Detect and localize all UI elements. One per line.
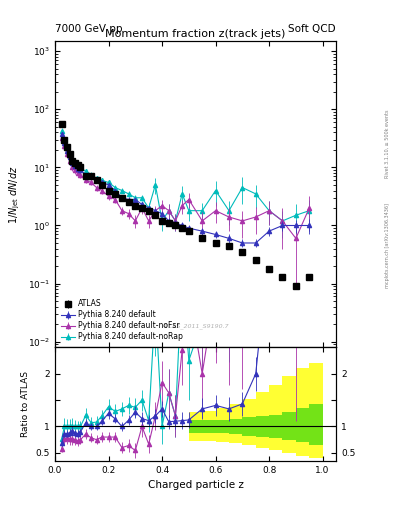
Y-axis label: Ratio to ATLAS: Ratio to ATLAS — [21, 371, 30, 437]
Text: Soft QCD: Soft QCD — [288, 24, 336, 34]
Legend: ATLAS, Pythia 8.240 default, Pythia 8.240 default-noFsr, Pythia 8.240 default-no: ATLAS, Pythia 8.240 default, Pythia 8.24… — [59, 297, 185, 344]
Text: Rivet 3.1.10, ≥ 500k events: Rivet 3.1.10, ≥ 500k events — [385, 109, 390, 178]
X-axis label: Charged particle z: Charged particle z — [148, 480, 243, 490]
Text: ATLAS_2011_S9190.7: ATLAS_2011_S9190.7 — [162, 323, 230, 329]
Text: 7000 GeV pp: 7000 GeV pp — [55, 24, 123, 34]
Text: mcplots.cern.ch [arXiv:1306.3436]: mcplots.cern.ch [arXiv:1306.3436] — [385, 203, 390, 288]
Title: Momentum fraction z(track jets): Momentum fraction z(track jets) — [105, 29, 286, 39]
Y-axis label: $1/N_\mathrm{jet}\;dN/dz$: $1/N_\mathrm{jet}\;dN/dz$ — [8, 165, 22, 224]
